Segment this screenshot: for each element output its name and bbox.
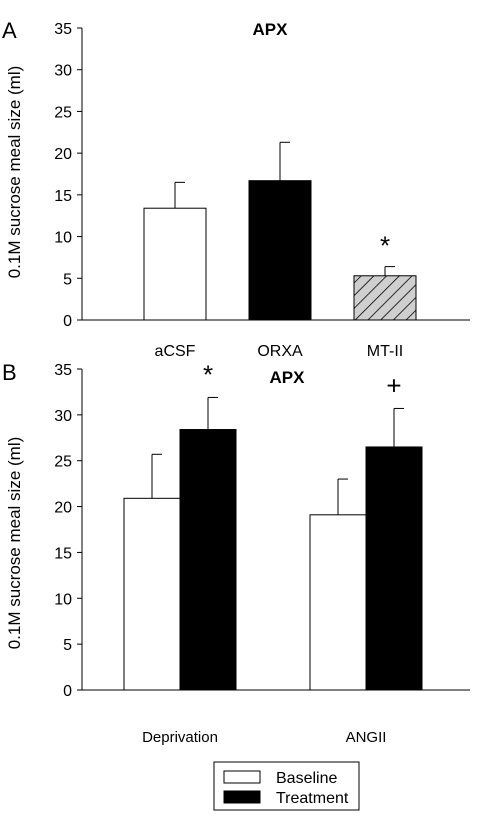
panel-a-title: APX	[253, 20, 289, 39]
panel-b-significance-0: *	[203, 359, 213, 389]
panel-a-y-axis-label: 0.1M sucrose meal size (ml)	[5, 66, 24, 279]
panel-b-title: APX	[270, 368, 306, 387]
panel-b-y-tick-label-4: 20	[54, 500, 72, 517]
legend-label-treatment: Treatment	[276, 790, 349, 807]
panel-a-y-tick-label-2: 10	[54, 230, 72, 247]
panel-b-y-tick-label-3: 15	[54, 545, 72, 562]
panel-b-category-label-0: Deprivation	[142, 729, 218, 746]
panel-b-bar-0-0	[123, 497, 181, 691]
panel-b-plot: 0 5 10 15 20 25 30 35 * Deprivation + ANGII	[54, 359, 470, 746]
panel-a-y-tick-label-4: 20	[54, 146, 72, 163]
panel-b-category-label-1: ANGII	[346, 729, 387, 746]
panel-b-bar-0-1	[179, 429, 237, 691]
panel-b-y-tick-label-0: 0	[63, 683, 72, 700]
panel-a-y-tick-label-3: 15	[54, 188, 72, 205]
panel-b-y-tick-label-1: 5	[63, 637, 72, 654]
panel-a-significance-2: *	[380, 231, 390, 261]
panel-b-y-tick-label-6: 30	[54, 408, 72, 425]
panel-b-letter: B	[2, 360, 17, 385]
panel-a-y-tick-label-7: 35	[54, 21, 72, 38]
panel-b-y-tick-label-5: 25	[54, 454, 72, 471]
panel-b-bar-1-0	[309, 514, 367, 691]
panel-a-letter: A	[2, 18, 17, 43]
panel-a-bar-0	[143, 207, 207, 321]
panel-b-y-axis-label: 0.1M sucrose meal size (ml)	[5, 437, 24, 650]
panel-a-y-tick-label-1: 5	[63, 271, 72, 288]
legend: Baseline Treatment	[213, 761, 360, 811]
panel-a-category-label-1: ORXA	[257, 343, 303, 360]
panel-b-bar-1-1	[365, 446, 423, 691]
panel-a-y-tick-label-0: 0	[63, 313, 72, 330]
panel-b-y-tick-label-2: 10	[54, 591, 72, 608]
legend-swatch-baseline	[223, 770, 261, 784]
panel-b-significance-1: +	[386, 370, 401, 400]
panel-a-category-label-2: MT-II	[367, 343, 403, 360]
panel-a-bar-1	[248, 180, 312, 321]
panel-a-bar-2	[353, 275, 417, 321]
panel-a-y-tick-label-5: 25	[54, 104, 72, 121]
legend-label-baseline: Baseline	[276, 770, 337, 787]
panel-b-y-tick-label-7: 35	[54, 362, 72, 379]
panel-a-category-label-0: aCSF	[155, 343, 196, 360]
panel-a-plot: 0 5 10 15 20 25 30 35 aCSF ORXA MT-II *	[54, 21, 470, 360]
panel-a-y-tick-label-6: 30	[54, 63, 72, 80]
legend-swatch-treatment	[223, 790, 261, 804]
